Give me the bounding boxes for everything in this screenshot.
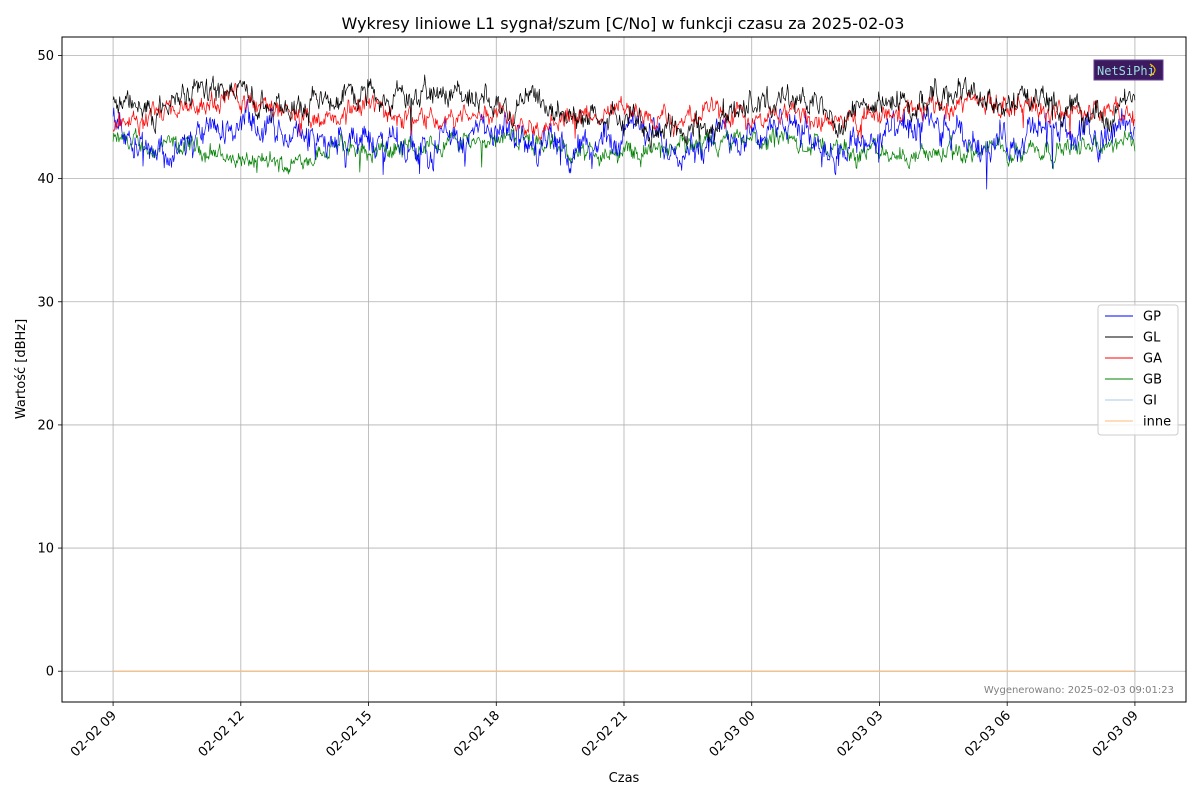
series-layer (112, 74, 1136, 672)
legend-entry: GA (1143, 352, 1162, 367)
y-tick-label: 50 (37, 49, 54, 64)
legend-entry: inne (1143, 415, 1171, 430)
legend-entry: GB (1143, 373, 1162, 388)
generated-timestamp: Wygenerowano: 2025-02-03 09:01:23 (984, 685, 1174, 696)
y-tick-label: 20 (37, 418, 54, 433)
logo-badge: NetSiPhi (1093, 59, 1164, 81)
y-tick-label: 30 (37, 295, 54, 310)
series-line-gl (112, 74, 1136, 151)
chart-title: Wykresy liniowe L1 sygnał/szum [C/No] w … (342, 14, 905, 33)
logo-text: NetSiPhi (1097, 64, 1155, 78)
y-tick-label: 10 (37, 542, 54, 557)
legend: GP GL GA GB GI inne (1097, 304, 1179, 436)
y-tick-label: 40 (37, 172, 54, 187)
legend-entry: GI (1143, 394, 1157, 409)
series-line-gb (112, 126, 1136, 175)
y-tick-label: 0 (46, 665, 54, 680)
legend-entry: GP (1143, 310, 1161, 325)
y-axis-label: Wartość [dBHz] (14, 319, 29, 419)
legend-entry: GL (1143, 331, 1161, 346)
x-axis-label: Czas (609, 771, 640, 786)
